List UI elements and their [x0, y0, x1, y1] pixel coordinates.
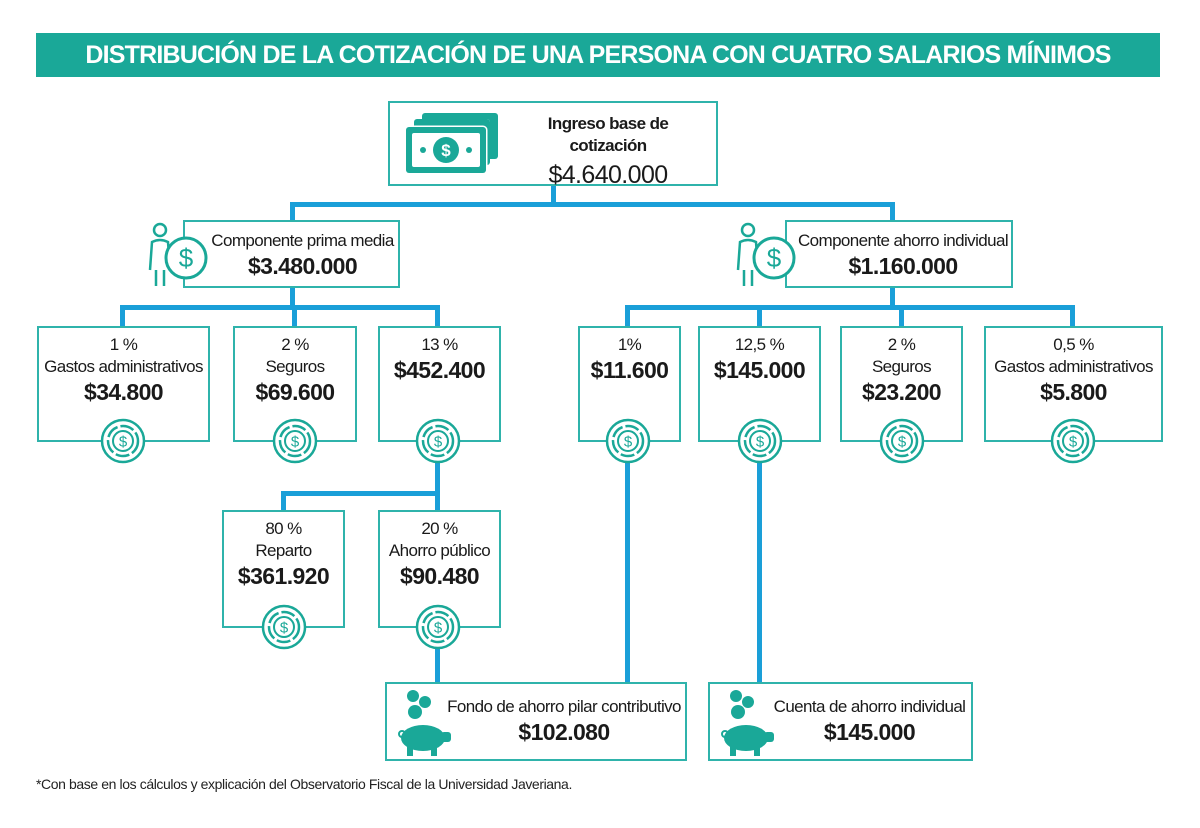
connector [435, 455, 440, 495]
node-value: $145.000 [713, 357, 806, 383]
money-bills-icon: $ [404, 113, 498, 175]
prima-label: Componente prima media [211, 231, 394, 250]
coin-icon [415, 418, 461, 464]
person-dollar-icon [142, 220, 212, 290]
connector [757, 455, 762, 684]
connector [290, 287, 295, 309]
ahorro-label: Componente ahorro individual [797, 231, 1009, 250]
connector [1070, 305, 1075, 327]
connector [290, 202, 895, 207]
node-value: $90.480 [400, 563, 480, 589]
connector [757, 305, 762, 327]
node-label: Ahorro público [388, 541, 491, 560]
node-value: $69.600 [255, 379, 336, 405]
coin-icon [272, 418, 318, 464]
node-percent: 13 % [421, 335, 458, 354]
connector [281, 491, 286, 512]
connector [435, 645, 440, 684]
node-percent: 2 % [887, 335, 916, 354]
connector [281, 491, 440, 496]
svg-text:$: $ [441, 141, 451, 160]
coin-icon [261, 604, 307, 650]
node-percent: 1 % [109, 335, 138, 354]
coin-icon [1050, 418, 1096, 464]
cuenta-ahorro-node: Cuenta de ahorro individual $145.000 [708, 682, 973, 761]
node-value: $23.200 [862, 379, 942, 405]
node-label: Seguros [871, 357, 932, 376]
connector [890, 202, 895, 222]
person-dollar-icon [730, 220, 800, 290]
connector [625, 305, 630, 327]
coin-icon [605, 418, 651, 464]
fondo-ahorro-node: Fondo de ahorro pilar contributivo $102.0… [385, 682, 687, 761]
connector [435, 491, 440, 512]
node-label: Seguros [265, 357, 325, 376]
node-label: Reparto [255, 541, 312, 560]
fondo-value: $102.080 [518, 719, 610, 745]
connector [625, 455, 630, 684]
node-value: $5.800 [1040, 379, 1107, 405]
cuenta-label: Cuenta de ahorro individual [773, 697, 966, 716]
node-ahorro-publico: 20 % Ahorro público $90.480 [378, 510, 501, 628]
connector [625, 305, 1075, 310]
prima-media-node: Componente prima media $3.480.000 [183, 220, 400, 288]
piggy-bank-icon [720, 688, 780, 758]
node-percent: 1% [617, 335, 642, 354]
node-value: $11.600 [590, 357, 669, 383]
node-percent: 80 % [265, 519, 302, 538]
coin-icon [879, 418, 925, 464]
ahorro-value: $1.160.000 [848, 253, 958, 279]
fondo-label: Fondo de ahorro pilar contributivo [447, 697, 681, 716]
connector [290, 202, 295, 222]
connector [292, 305, 297, 327]
connector [120, 305, 125, 327]
coin-icon [100, 418, 146, 464]
node-value: $452.400 [393, 357, 486, 383]
connector [551, 185, 556, 206]
coin-icon [415, 604, 461, 650]
cuenta-value: $145.000 [823, 719, 916, 745]
connector [890, 287, 895, 309]
root-label: Ingreso base de cotización [547, 114, 669, 155]
node-percent: 0,5 % [1053, 335, 1094, 354]
root-node: $ Ingreso base de cotización $4.640.000 [388, 101, 718, 189]
ahorro-individual-node: Componente ahorro individual $1.160.000 [785, 220, 1013, 288]
prima-value: $3.480.000 [247, 253, 358, 279]
node-value: $34.800 [84, 379, 164, 405]
node-percent: 2 % [281, 335, 309, 354]
node-percent: 20 % [421, 519, 458, 538]
root-value: $4.640.000 [548, 161, 668, 189]
node-label: Gastos administrativos [994, 357, 1153, 376]
connector [120, 305, 440, 310]
node-value: $361.920 [237, 563, 330, 589]
connector [899, 305, 904, 327]
coin-icon [737, 418, 783, 464]
connector [435, 305, 440, 327]
footnote: *Con base en los cálculos y explicación … [36, 776, 572, 792]
node-label: Gastos administrativos [44, 357, 203, 376]
node-percent: 12,5 % [734, 335, 785, 354]
diagram-title: DISTRIBUCIÓN DE LA COTIZACIÓN DE UNA PER… [36, 33, 1160, 77]
